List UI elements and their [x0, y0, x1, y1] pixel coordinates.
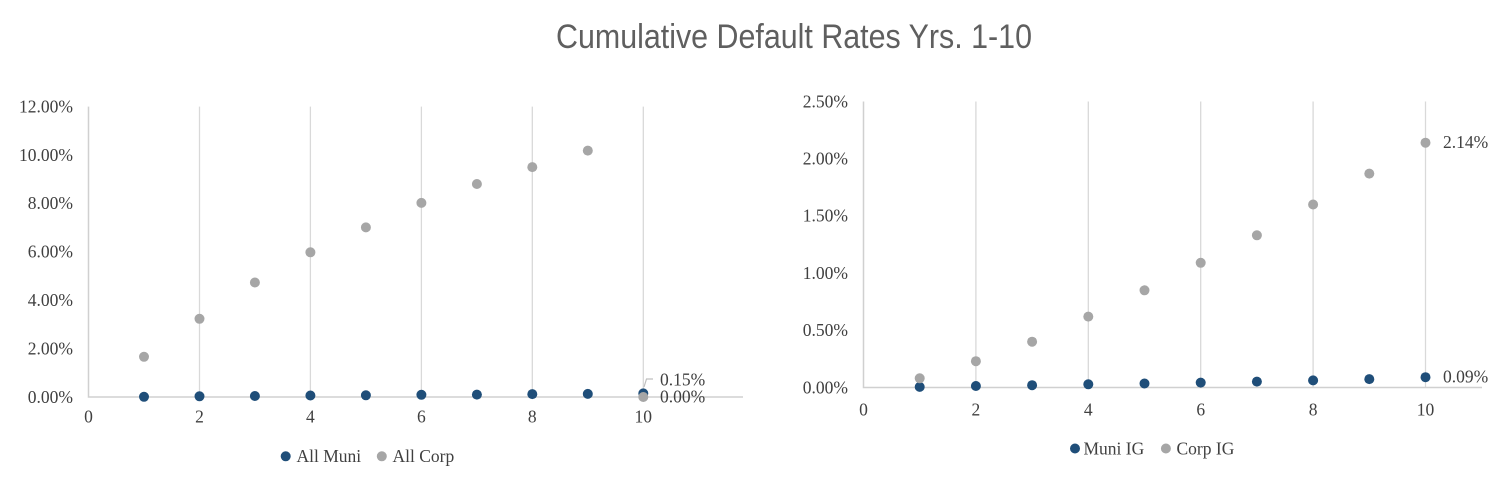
svg-text:Muni IG: Muni IG [1084, 438, 1145, 458]
svg-text:1.00%: 1.00% [803, 263, 848, 283]
svg-text:10.00%: 10.00% [19, 145, 73, 165]
svg-text:4: 4 [306, 407, 315, 427]
svg-text:6: 6 [417, 407, 426, 427]
svg-text:2: 2 [195, 407, 204, 427]
svg-text:2: 2 [972, 400, 981, 420]
svg-text:12.00%: 12.00% [19, 96, 73, 116]
svg-text:6: 6 [1196, 400, 1205, 420]
svg-text:1.50%: 1.50% [803, 206, 848, 226]
svg-text:0.09%: 0.09% [1443, 367, 1488, 387]
svg-text:All Corp: All Corp [393, 446, 455, 466]
svg-text:0.15%: 0.15% [660, 369, 705, 389]
svg-text:10: 10 [635, 407, 653, 427]
svg-text:0.00%: 0.00% [660, 386, 705, 406]
svg-text:6.00%: 6.00% [28, 242, 73, 262]
svg-text:Cumulative Default Rates Yrs.: Cumulative Default Rates Yrs. 1-10 [556, 18, 1032, 56]
svg-text:10: 10 [1417, 400, 1435, 420]
svg-text:2.50%: 2.50% [803, 91, 848, 111]
svg-text:0.00%: 0.00% [803, 377, 848, 397]
svg-text:2.00%: 2.00% [28, 338, 73, 358]
svg-text:0.00%: 0.00% [28, 387, 73, 407]
svg-text:8: 8 [1309, 400, 1318, 420]
svg-text:2.00%: 2.00% [803, 149, 848, 169]
svg-text:8: 8 [528, 407, 537, 427]
svg-text:0: 0 [84, 407, 93, 427]
svg-text:All Muni: All Muni [297, 446, 362, 466]
svg-text:4: 4 [1084, 400, 1093, 420]
svg-text:4.00%: 4.00% [28, 290, 73, 310]
svg-text:2.14%: 2.14% [1443, 132, 1488, 152]
svg-text:8.00%: 8.00% [28, 193, 73, 213]
svg-text:0: 0 [859, 400, 868, 420]
svg-text:Corp IG: Corp IG [1177, 438, 1235, 458]
svg-text:0.50%: 0.50% [803, 320, 848, 340]
